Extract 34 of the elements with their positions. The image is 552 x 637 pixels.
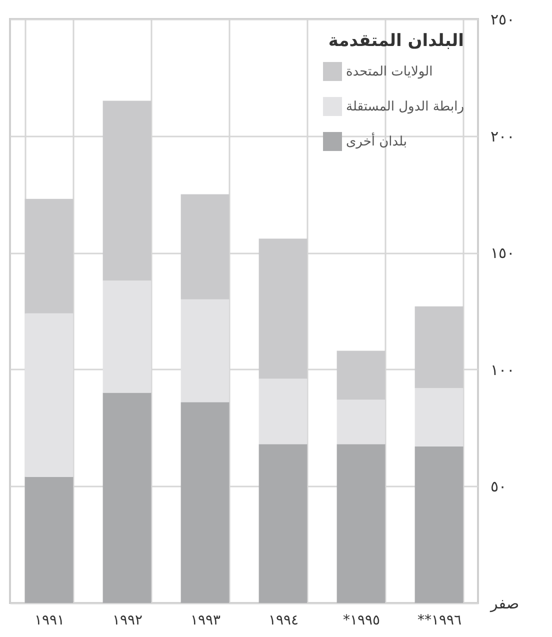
bar [336, 444, 386, 603]
y-tick-label: ٢٠٠ [490, 127, 515, 146]
bar [102, 280, 152, 393]
bar [258, 238, 308, 379]
legend-label: بلدان أخرى [346, 132, 408, 150]
y-tick-label: ٥٠ [490, 478, 507, 496]
bar [102, 100, 152, 281]
bar [336, 400, 386, 444]
bar [258, 444, 308, 603]
x-tick-label: ١٩٩١ [34, 612, 65, 628]
y-tick-label: ١٠٠ [490, 360, 515, 379]
bar [336, 350, 386, 400]
x-tick-label: *١٩٩٥ [342, 612, 380, 628]
bar [24, 476, 74, 603]
bar [180, 299, 230, 402]
bar [24, 313, 74, 477]
y-tick-label: ١٥٠ [490, 244, 515, 262]
bar [258, 378, 308, 444]
legend-label: رابطة الدول المستقلة [346, 100, 464, 114]
x-tick-label: **١٩٩٦ [417, 612, 462, 628]
bar [180, 194, 230, 300]
y-tick-label: صفر [490, 594, 520, 612]
x-tick-label: ١٩٩٤ [268, 612, 299, 628]
x-tick-label: ١٩٩٢ [112, 612, 143, 628]
bar [24, 198, 74, 314]
bar [414, 446, 464, 603]
y-tick-label: ٢٥٠ [490, 10, 515, 28]
bar [102, 392, 152, 603]
bar [414, 306, 464, 388]
legend-label: الولايات المتحدة [346, 64, 433, 80]
legend-title: البلدان المتقدمة [328, 31, 464, 51]
bar [180, 402, 230, 603]
x-tick-label: ١٩٩٣ [190, 612, 222, 628]
bar [414, 388, 464, 446]
